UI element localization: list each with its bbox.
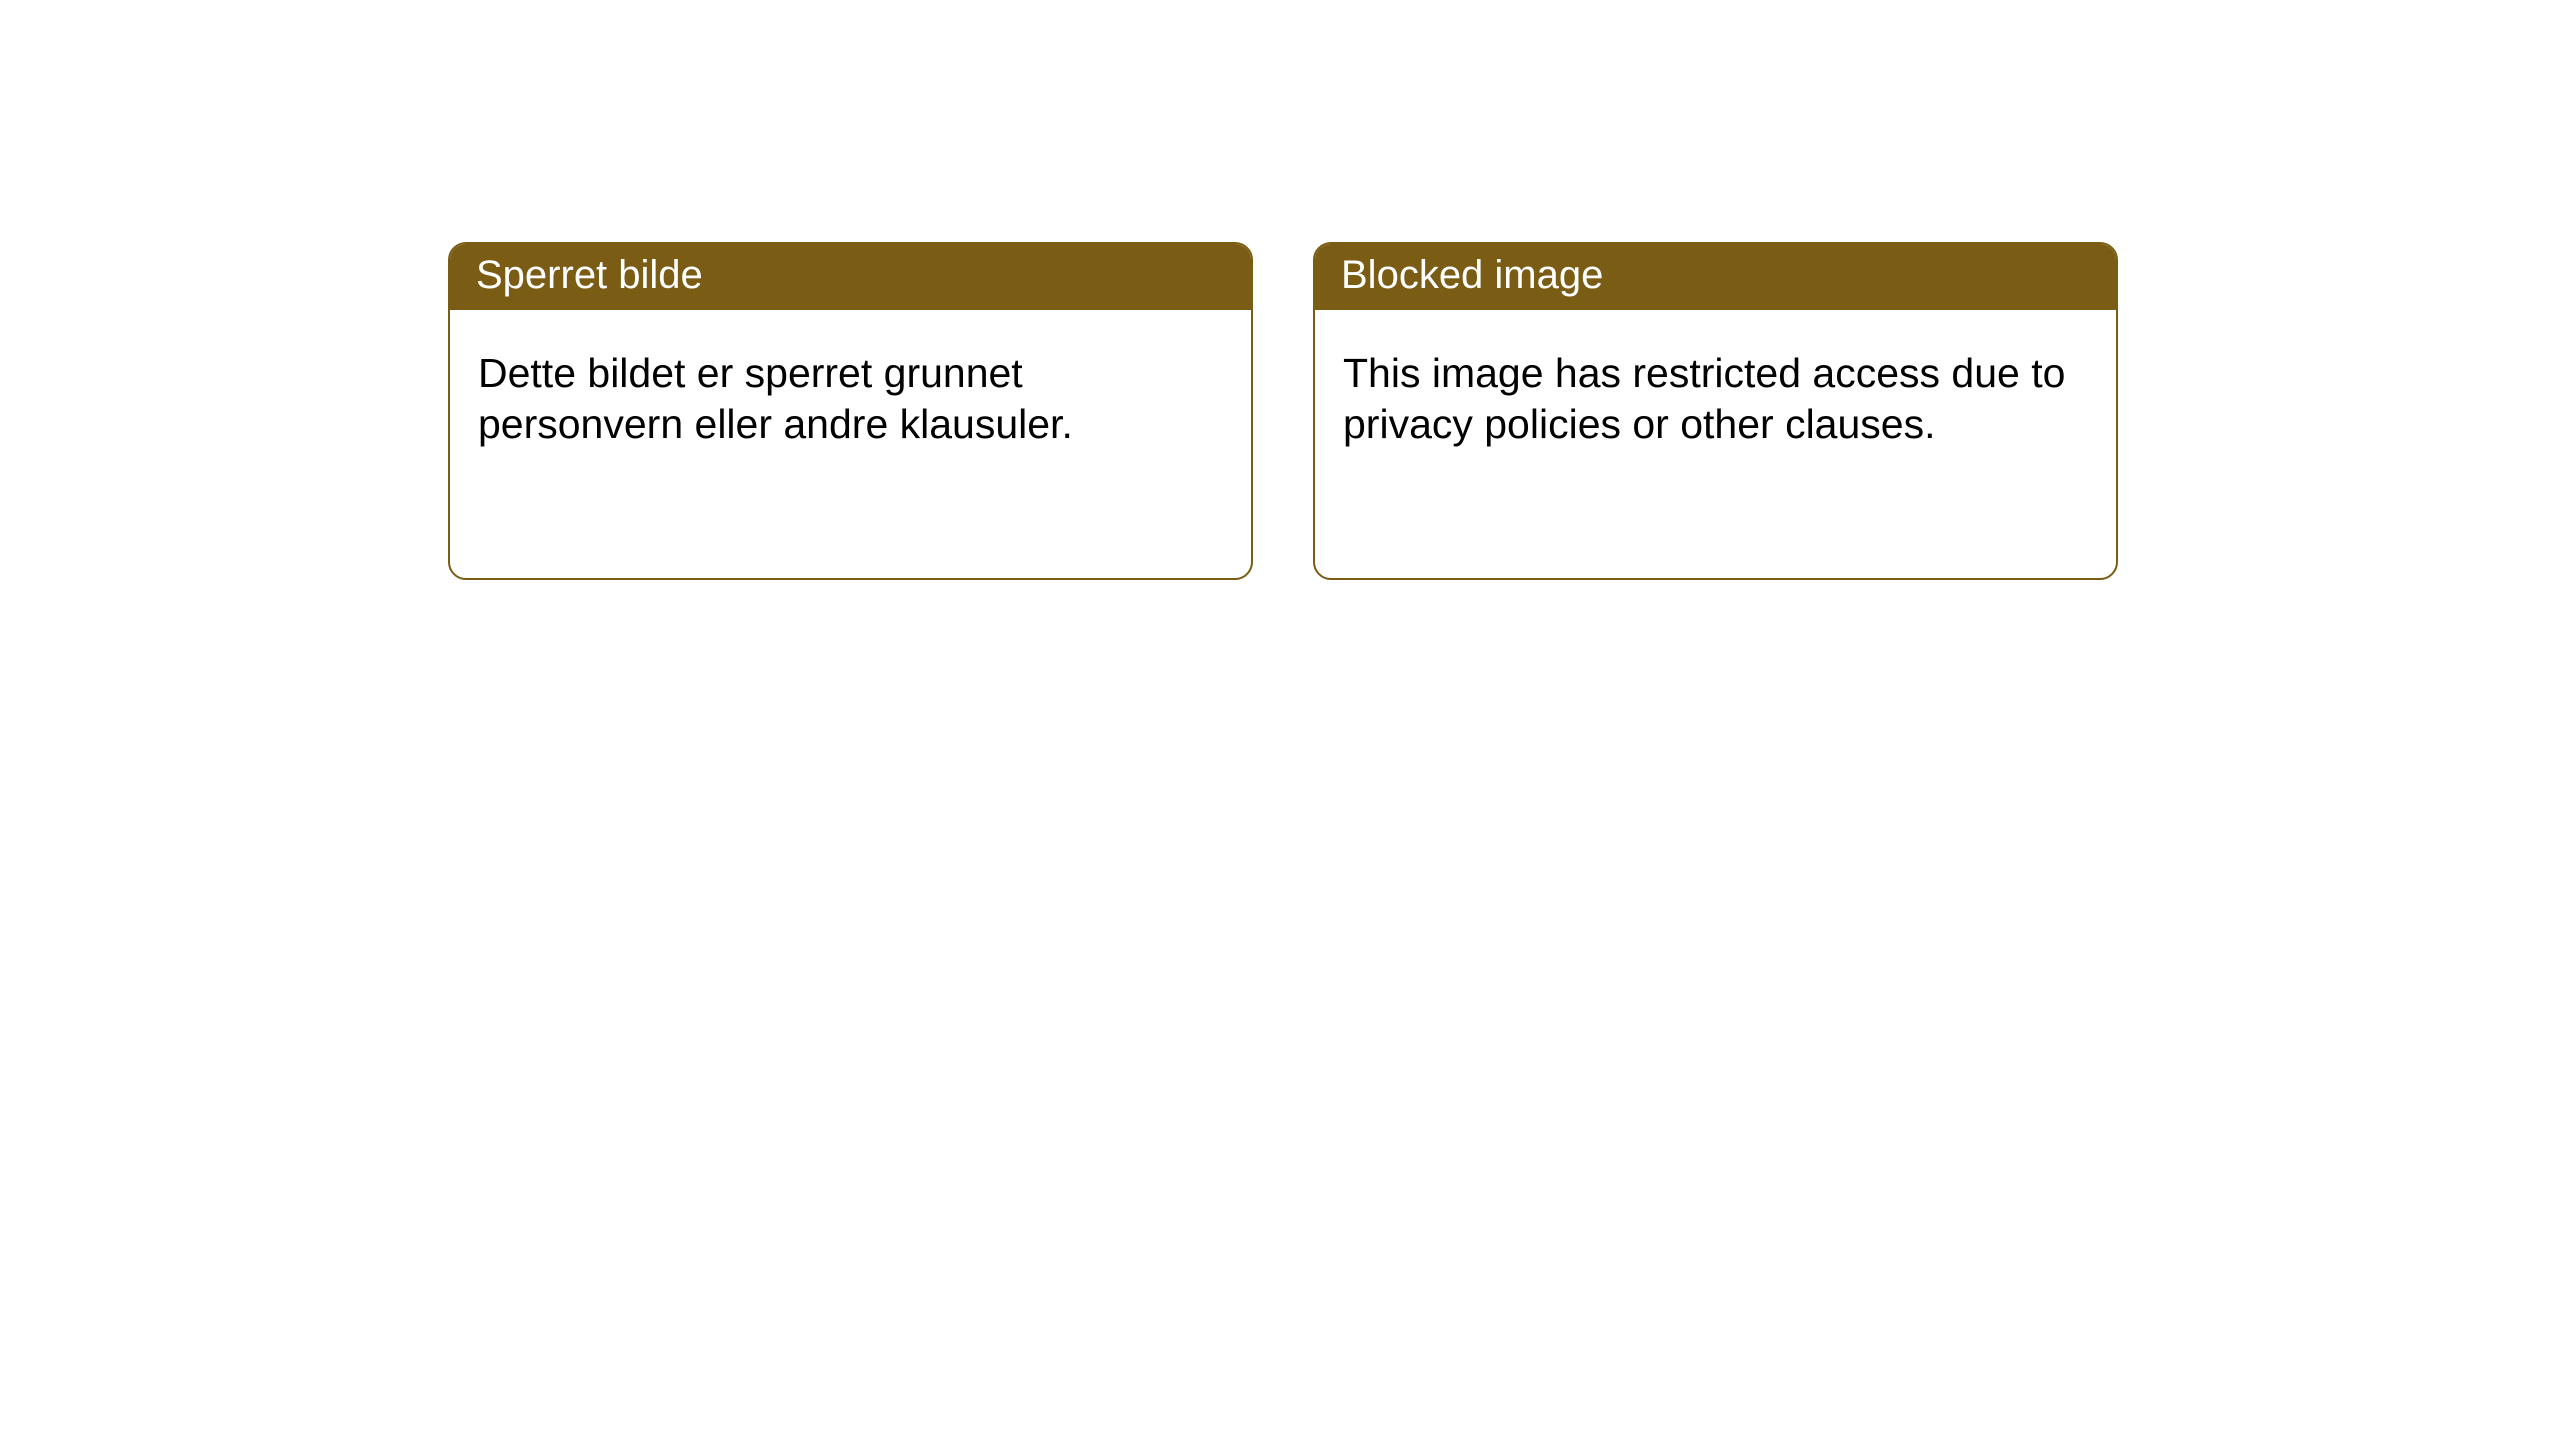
notice-body: Dette bildet er sperret grunnet personve…: [450, 310, 1251, 479]
notice-card-norwegian: Sperret bilde Dette bildet er sperret gr…: [448, 242, 1253, 580]
notice-body-text: Dette bildet er sperret grunnet personve…: [478, 350, 1073, 447]
notice-header: Sperret bilde: [450, 244, 1251, 310]
notice-title: Blocked image: [1341, 253, 1603, 297]
notice-cards-container: Sperret bilde Dette bildet er sperret gr…: [448, 242, 2560, 580]
notice-title: Sperret bilde: [476, 253, 703, 297]
notice-header: Blocked image: [1315, 244, 2116, 310]
notice-body-text: This image has restricted access due to …: [1343, 350, 2065, 447]
notice-body: This image has restricted access due to …: [1315, 310, 2116, 479]
notice-card-english: Blocked image This image has restricted …: [1313, 242, 2118, 580]
